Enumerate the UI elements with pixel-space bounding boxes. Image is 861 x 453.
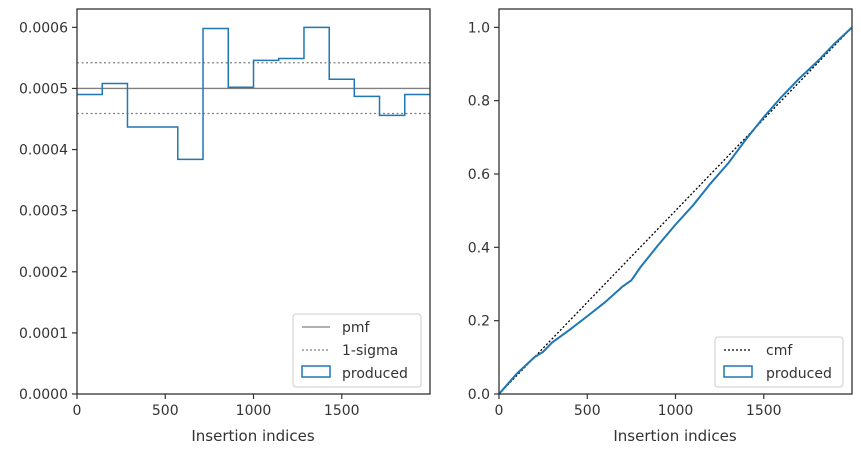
left-xtick-label: 0 [73, 403, 82, 419]
right-xtick-label: 1000 [658, 403, 694, 419]
right-x-ticks: 0 500 1000 1500 [495, 394, 782, 419]
right-panel-cmf: 0 500 1000 1500 0.0 0.2 0.4 0.6 0.8 1.0 Insertio… [468, 8, 853, 445]
right-marks [498, 26, 853, 395]
right-x-axis-label: Insertion indices [613, 427, 736, 445]
left-ytick-label: 0.0006 [19, 20, 68, 36]
left-panel-pmf: 0 500 1000 1500 0.00000.00010.00020.00030.0… [19, 8, 431, 445]
left-ytick-label: 0.0004 [19, 143, 68, 159]
left-ytick-label: 0.0001 [19, 326, 68, 342]
right-ytick-label: 0.4 [468, 240, 490, 256]
left-x-axis-label: Insertion indices [191, 427, 314, 445]
right-ytick-label: 0.8 [468, 94, 490, 110]
right-plot-area [499, 9, 852, 394]
right-y-ticks: 0.0 0.2 0.4 0.6 0.8 1.0 [468, 20, 499, 403]
left-ytick-label: 0.0005 [19, 81, 68, 97]
left-xtick-label: 1500 [324, 403, 360, 419]
legend-produced-label-right: produced [766, 366, 832, 382]
right-legend-frame [714, 336, 844, 388]
left-x-ticks: 0 500 1000 1500 [73, 394, 360, 419]
legend-sigma-label: 1-sigma [342, 343, 398, 359]
produced-cumulative-line [498, 26, 853, 395]
left-xtick-label: 500 [152, 403, 179, 419]
right-ytick-label: 1.0 [468, 20, 490, 36]
legend-cmf-label: cmf [766, 343, 793, 359]
produced-step-line [77, 26, 430, 161]
cmf-line [498, 26, 853, 395]
right-xtick-label: 500 [574, 403, 601, 419]
right-legend: cmf produced [714, 336, 844, 388]
left-legend: pmf 1-sigma produced [292, 313, 422, 388]
legend-produced-swatch [301, 365, 331, 378]
left-legend-frame [292, 313, 422, 388]
right-ytick-label: 0.0 [468, 387, 490, 403]
left-y-ticks: 0.0000 0.0001 0.0002 0.0003 0.0004 0.0005 0.00… [19, 20, 77, 403]
left-ytick-label: 0.0000 [19, 387, 68, 403]
right-xtick-label: 1500 [746, 403, 782, 419]
left-ytick-label: 0.0003 [19, 204, 68, 220]
legend-produced-swatch-right [723, 365, 753, 378]
legend-produced-label: produced [342, 366, 408, 382]
right-xtick-label: 0 [495, 403, 504, 419]
right-ytick-label: 0.2 [468, 314, 490, 330]
left-ytick-label: 0.0002 [19, 265, 68, 281]
left-xtick-label: 1000 [236, 403, 272, 419]
left-marks [77, 26, 430, 161]
legend-pmf-label: pmf [342, 320, 371, 336]
right-ytick-label: 0.6 [468, 167, 490, 183]
